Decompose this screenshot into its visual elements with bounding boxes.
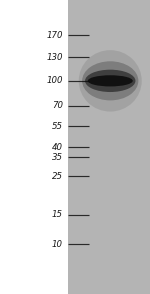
Text: 35: 35 [52, 153, 63, 162]
Text: 15: 15 [52, 210, 63, 219]
Ellipse shape [79, 50, 142, 111]
Ellipse shape [88, 75, 133, 86]
Bar [68, 0, 150, 294]
Text: 10: 10 [52, 240, 63, 248]
Text: 25: 25 [52, 172, 63, 181]
Text: 170: 170 [46, 31, 63, 40]
Text: 70: 70 [52, 101, 63, 110]
Ellipse shape [82, 61, 138, 101]
Ellipse shape [85, 70, 135, 92]
Text: 40: 40 [52, 143, 63, 151]
Text: 100: 100 [46, 76, 63, 85]
Text: 130: 130 [46, 53, 63, 62]
Text: 55: 55 [52, 122, 63, 131]
